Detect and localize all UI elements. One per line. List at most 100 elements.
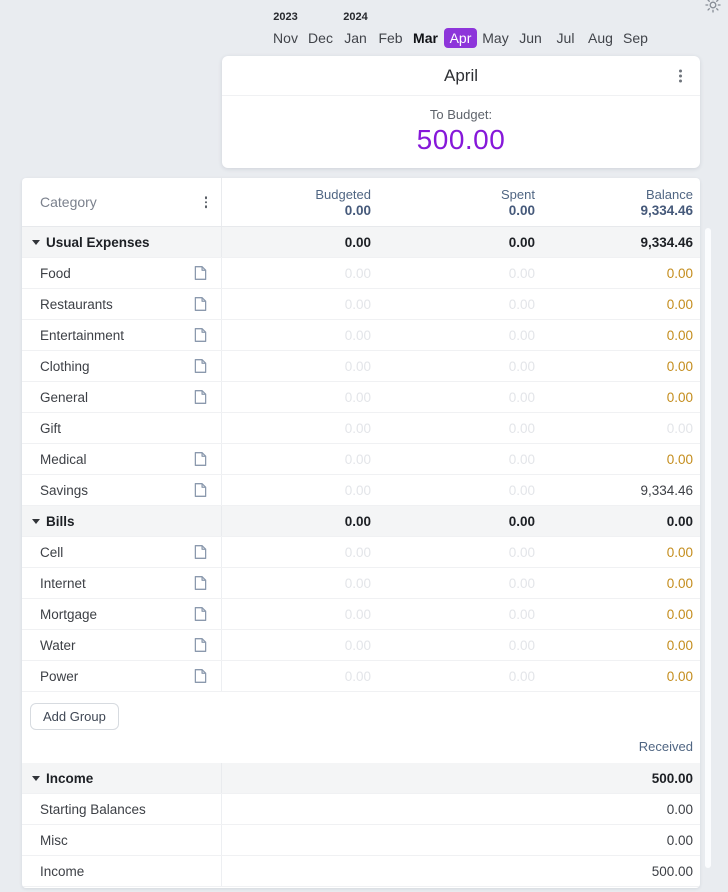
category-name[interactable]: Gift <box>40 420 62 436</box>
category-name[interactable]: Income <box>40 863 85 879</box>
budgeted-value[interactable]: 0.00 <box>344 420 371 436</box>
category-name-cell: Income <box>22 856 222 886</box>
budgeted-value[interactable]: 0.00 <box>344 451 371 467</box>
note-icon[interactable] <box>194 545 207 560</box>
spent-value[interactable]: 0.00 <box>508 606 535 622</box>
category-name-cell: General <box>22 382 222 412</box>
balance-value[interactable]: 0.00 <box>666 668 693 684</box>
group-name[interactable]: Income <box>46 770 94 786</box>
month-dec[interactable]: Dec <box>308 30 333 46</box>
balance-value[interactable]: 0.00 <box>666 575 693 591</box>
month-jun[interactable]: Jun <box>519 30 542 46</box>
spent-value[interactable]: 0.00 <box>508 637 535 653</box>
budgeted-value[interactable]: 0.00 <box>344 265 371 281</box>
month-sep[interactable]: Sep <box>623 30 648 46</box>
category-values: 0.00 0.00 0.00 <box>222 661 700 691</box>
category-values: 0.00 0.00 0.00 <box>222 258 700 288</box>
month-apr[interactable]: Apr <box>443 28 478 48</box>
month-mar[interactable]: Mar <box>413 30 438 46</box>
category-name[interactable]: Clothing <box>40 358 90 374</box>
balance-value[interactable]: 0.00 <box>666 420 693 436</box>
balance-value[interactable]: 0.00 <box>666 451 693 467</box>
balance-value[interactable]: 0.00 <box>666 265 693 281</box>
note-icon[interactable] <box>194 483 207 498</box>
spent-value[interactable]: 0.00 <box>508 544 535 560</box>
note-icon[interactable] <box>194 266 207 281</box>
balance-value[interactable]: 0.00 <box>666 544 693 560</box>
month-nov[interactable]: Nov <box>273 30 298 46</box>
month-may[interactable]: May <box>482 30 509 46</box>
kebab-menu-icon[interactable] <box>675 65 686 86</box>
note-icon[interactable] <box>194 452 207 467</box>
category-name[interactable]: Mortgage <box>40 606 98 622</box>
group-name[interactable]: Usual Expenses <box>46 234 150 250</box>
to-budget-value[interactable]: 500.00 <box>416 124 506 155</box>
spent-value[interactable]: 0.00 <box>508 389 535 405</box>
spent-value[interactable]: 0.00 <box>508 482 535 498</box>
note-icon[interactable] <box>194 390 207 405</box>
spent-value[interactable]: 0.00 <box>508 296 535 312</box>
category-row: Medical 0.00 0.00 0.00 <box>22 444 700 475</box>
spent-value[interactable]: 0.00 <box>508 420 535 436</box>
balance-value[interactable]: 0.00 <box>666 327 693 343</box>
spent-value[interactable]: 0.00 <box>508 327 535 343</box>
scrollbar-thumb[interactable] <box>705 228 711 868</box>
budgeted-value[interactable]: 0.00 <box>344 544 371 560</box>
spent-value[interactable]: 0.00 <box>508 358 535 374</box>
note-icon[interactable] <box>194 328 207 343</box>
month-jul[interactable]: Jul <box>556 30 575 46</box>
month-jan[interactable]: Jan <box>344 30 367 46</box>
category-name[interactable]: Entertainment <box>40 327 125 343</box>
group-name[interactable]: Bills <box>46 513 75 529</box>
category-name-cell: Internet <box>22 568 222 598</box>
category-name[interactable]: Cell <box>40 544 64 560</box>
category-name[interactable]: Medical <box>40 451 87 467</box>
category-name[interactable]: General <box>40 389 89 405</box>
budgeted-value[interactable]: 0.00 <box>344 482 371 498</box>
balance-value[interactable]: 0.00 <box>666 389 693 405</box>
category-name[interactable]: Restaurants <box>40 296 113 312</box>
category-name[interactable]: Internet <box>40 575 86 591</box>
note-icon[interactable] <box>194 297 207 312</box>
budgeted-value[interactable]: 0.00 <box>344 296 371 312</box>
balance-value[interactable]: 0.00 <box>666 358 693 374</box>
collapse-arrow-icon[interactable] <box>32 775 40 781</box>
note-icon[interactable] <box>194 607 207 622</box>
category-name[interactable]: Savings <box>40 482 89 498</box>
balance-value[interactable]: 0.00 <box>666 606 693 622</box>
month-feb[interactable]: Feb <box>378 30 403 46</box>
category-name[interactable]: Water <box>40 637 76 653</box>
note-icon[interactable] <box>194 669 207 684</box>
budgeted-value[interactable]: 0.00 <box>344 668 371 684</box>
spent-value[interactable]: 0.00 <box>508 668 535 684</box>
collapse-arrow-icon[interactable] <box>32 518 40 524</box>
spent-value[interactable]: 0.00 <box>508 575 535 591</box>
category-name[interactable]: Food <box>40 265 71 281</box>
budgeted-value[interactable]: 0.00 <box>344 637 371 653</box>
to-budget-label: To Budget: <box>429 107 493 122</box>
balance-value[interactable]: 9,334.46 <box>640 482 693 498</box>
note-icon[interactable] <box>194 359 207 374</box>
balance-value[interactable]: 0.00 <box>666 296 693 312</box>
budgeted-value[interactable]: 0.00 <box>344 358 371 374</box>
balance-value[interactable]: 0.00 <box>666 637 693 653</box>
budgeted-value[interactable]: 0.00 <box>344 606 371 622</box>
category-name[interactable]: Starting Balances <box>40 801 146 817</box>
kebab-menu-icon[interactable] <box>201 192 212 212</box>
budgeted-value[interactable]: 0.00 <box>344 575 371 591</box>
category-name[interactable]: Power <box>40 668 79 684</box>
income-group-row: Income 500.00 <box>22 763 700 794</box>
received-value: 0.00 <box>666 801 693 817</box>
note-icon[interactable] <box>194 638 207 653</box>
group-totals: 500.00 <box>222 763 700 793</box>
spent-value[interactable]: 0.00 <box>508 451 535 467</box>
add-group-button[interactable]: Add Group <box>30 703 119 730</box>
month-aug[interactable]: Aug <box>588 30 613 46</box>
note-icon[interactable] <box>194 576 207 591</box>
collapse-arrow-icon[interactable] <box>32 239 40 245</box>
category-name[interactable]: Misc <box>40 832 68 848</box>
spent-value[interactable]: 0.00 <box>508 265 535 281</box>
theme-toggle-sun-icon[interactable] <box>705 0 721 13</box>
budgeted-value[interactable]: 0.00 <box>344 389 371 405</box>
budgeted-value[interactable]: 0.00 <box>344 327 371 343</box>
